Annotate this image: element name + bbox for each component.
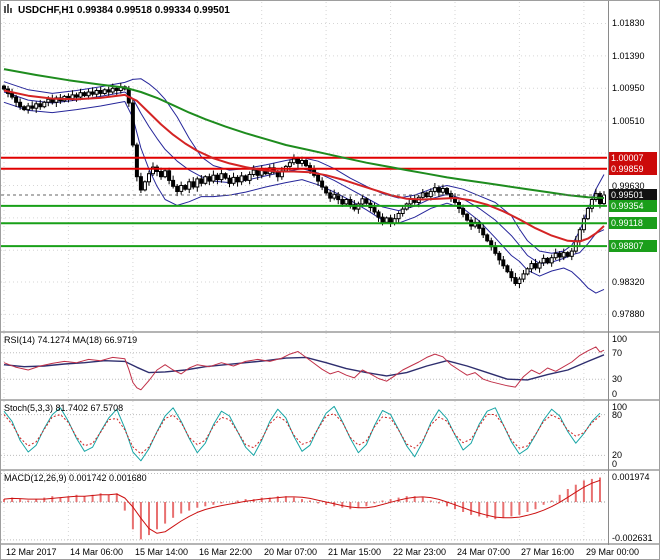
price-level-box: 0.99354 [609,200,657,212]
time-tick-label: 21 Mar 15:00 [328,547,382,557]
time-tick-label: 22 Mar 23:00 [393,547,447,557]
price-tick-label: 0.98320 [612,277,645,287]
time-tick-label: 14 Mar 06:00 [70,547,124,557]
price-level-box: 1.00007 [609,152,657,164]
chart-title: USDCHF,H1 0.99384 0.99518 0.99334 0.9950… [4,4,230,17]
stoch-indicator-label: Stoch(5,3,3) 81.7402 67.5708 [4,403,124,413]
time-axis[interactable]: 12 Mar 2017 14 Mar 06:00 15 Mar 14:00 16 Ma… [1,545,659,559]
panel-separator[interactable] [1,399,659,401]
price-level-box: 0.99501 [609,189,657,201]
price-axis[interactable]: 1.01830 1.01390 1.00950 1.00510 0.99630 0.983… [609,1,659,545]
rsi-indicator-label: RSI(14) 74.1274 MA(18) 66.9719 [4,335,138,345]
stoch-tick-label: 0 [612,459,618,469]
panel-separator[interactable] [1,543,659,545]
price-tick-label: 0.97880 [612,309,645,319]
price-tick-label: 1.01390 [612,51,645,61]
macd-indicator-label: MACD(12,26,9) 0.001742 0.001680 [4,473,147,483]
price-level-box: 0.98807 [609,240,657,252]
rsi-tick-label: 70 [612,348,623,358]
time-tick-label: 24 Mar 07:00 [457,547,511,557]
time-tick-label: 12 Mar 2017 [6,547,57,557]
price-level-box: 0.99859 [609,163,657,175]
stoch-tick-label: 80 [612,410,623,420]
stoch-tick-label: 100 [612,402,628,412]
price-level-box: 0.99118 [609,217,657,229]
time-tick-label: 29 Mar 00:00 [586,547,640,557]
rsi-tick-label: 100 [612,334,628,344]
time-tick-label: 16 Mar 22:00 [199,547,253,557]
time-tick-label: 27 Mar 16:00 [521,547,575,557]
panel-separator[interactable] [1,331,659,333]
price-tick-label: 1.01830 [612,18,645,28]
time-tick-label: 15 Mar 14:00 [135,547,189,557]
macd-tick-label: 0.001974 [612,472,650,482]
price-tick-label: 0.99630 [612,181,645,191]
price-tick-label: 1.00950 [612,83,645,93]
rsi-tick-label: 0 [612,389,618,399]
price-axis-border [608,1,609,545]
panel-separator[interactable] [1,469,659,471]
stoch-tick-label: 20 [612,450,623,460]
chart-symbol-icon [4,4,14,17]
price-tick-label: 1.00510 [612,116,645,126]
time-tick-label: 20 Mar 07:00 [264,547,318,557]
macd-tick-label: -0.002631 [612,533,653,543]
rsi-tick-label: 30 [612,374,623,384]
chart-title-text: USDCHF,H1 0.99384 0.99518 0.99334 0.9950… [18,5,230,16]
